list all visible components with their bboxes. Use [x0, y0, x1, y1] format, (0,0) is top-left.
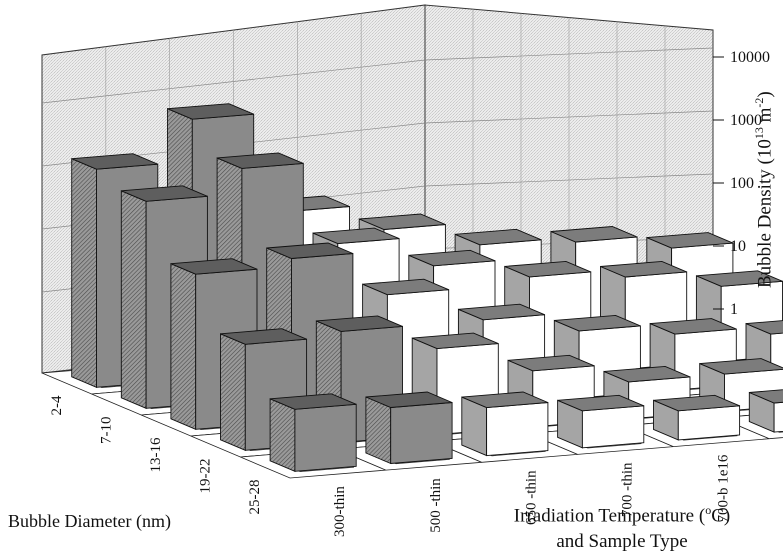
- bar-700-b1e16-25-28: [654, 395, 740, 440]
- sample-type-tick-label: 500 -thin: [428, 478, 444, 533]
- bar-front: [295, 404, 356, 471]
- x-axis-label: Irradiation Temperature (oC) and Sample …: [492, 497, 752, 555]
- z-tick-label: 10000: [730, 49, 770, 66]
- diameter-tick-label: 2-4: [49, 395, 65, 415]
- diameter-tick-label: 19-22: [198, 459, 214, 494]
- diameter-tick-label: 25-28: [247, 480, 263, 515]
- bar-side: [270, 399, 295, 472]
- sample-type-tick-label: 300-thin: [332, 486, 348, 537]
- bar-side: [171, 264, 196, 430]
- bar-700-thin-25-28: [558, 395, 644, 448]
- bar-side: [121, 191, 146, 408]
- bar-side: [72, 159, 97, 388]
- bar-side: [366, 397, 391, 464]
- y-axis-label: Bubble Diameter (nm): [8, 511, 171, 532]
- z-tick-label: 1: [730, 301, 738, 318]
- bar-front: [582, 406, 643, 448]
- diameter-tick-label: 7-10: [98, 417, 114, 445]
- bar-front: [487, 403, 548, 456]
- z-tick-label: 100: [730, 175, 754, 192]
- z-axis-label: Bubble Density (1013 m-2): [752, 91, 776, 288]
- diameter-tick-label: 13-16: [148, 437, 164, 472]
- z-tick-label: 10: [730, 238, 746, 255]
- bar-front: [391, 403, 452, 464]
- bar-500-thin-25-28: [366, 392, 452, 464]
- bar-650-thin-25-28: [462, 392, 548, 456]
- bar-side: [221, 334, 246, 451]
- bar-front: [678, 406, 739, 440]
- bar-300-thin-25-28: [270, 394, 356, 472]
